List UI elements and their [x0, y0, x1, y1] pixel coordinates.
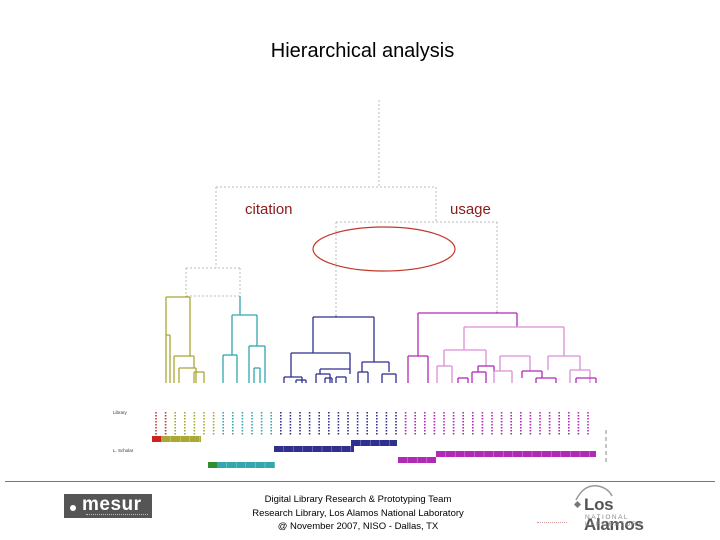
- mesur-tagline-icon: [86, 514, 148, 517]
- page-title: Hierarchical analysis: [270, 40, 455, 62]
- category-bar-olive: [161, 436, 201, 442]
- row-label: L. Scholar: [113, 448, 134, 453]
- category-bar-navy: [351, 440, 397, 446]
- footer-line: Digital Library Research & Prototyping T…: [264, 494, 452, 505]
- category-bar-magenta: [436, 451, 596, 457]
- usage-branch-label: usage: [450, 201, 491, 218]
- mesur-wordmark: mesur: [82, 494, 142, 515]
- category-bar-red: [152, 436, 162, 442]
- footer-credits: Digital Library Research & Prototyping T…: [220, 493, 496, 534]
- lanl-diamond-icon: [573, 500, 582, 509]
- category-bar-green: [208, 462, 218, 468]
- lanl-wordmark: Los Alamos: [584, 495, 644, 534]
- lanl-fineprint-line-icon: [537, 522, 567, 531]
- category-bar-navy: [274, 446, 354, 452]
- mesur-dot-icon: [70, 505, 76, 511]
- lanl-swoosh-icon: [575, 485, 613, 501]
- usage-highlight-ellipse: [312, 226, 456, 272]
- footer-line: Research Library, Los Alamos National La…: [252, 507, 464, 519]
- lanl-subtitle: NATIONAL LABORATORY: [585, 514, 644, 528]
- footer-divider: [5, 481, 715, 482]
- citation-branch-label: citation: [245, 201, 293, 218]
- row-label: Library: [113, 410, 128, 415]
- mesur-logo: mesur: [64, 494, 152, 518]
- footer-line: @ November 2007, NISO - Dallas, TX: [277, 521, 439, 532]
- los-alamos-logo: Los Alamos NATIONAL LABORATORY: [537, 480, 672, 534]
- dendrogram: Library L. Scholar: [113, 100, 607, 468]
